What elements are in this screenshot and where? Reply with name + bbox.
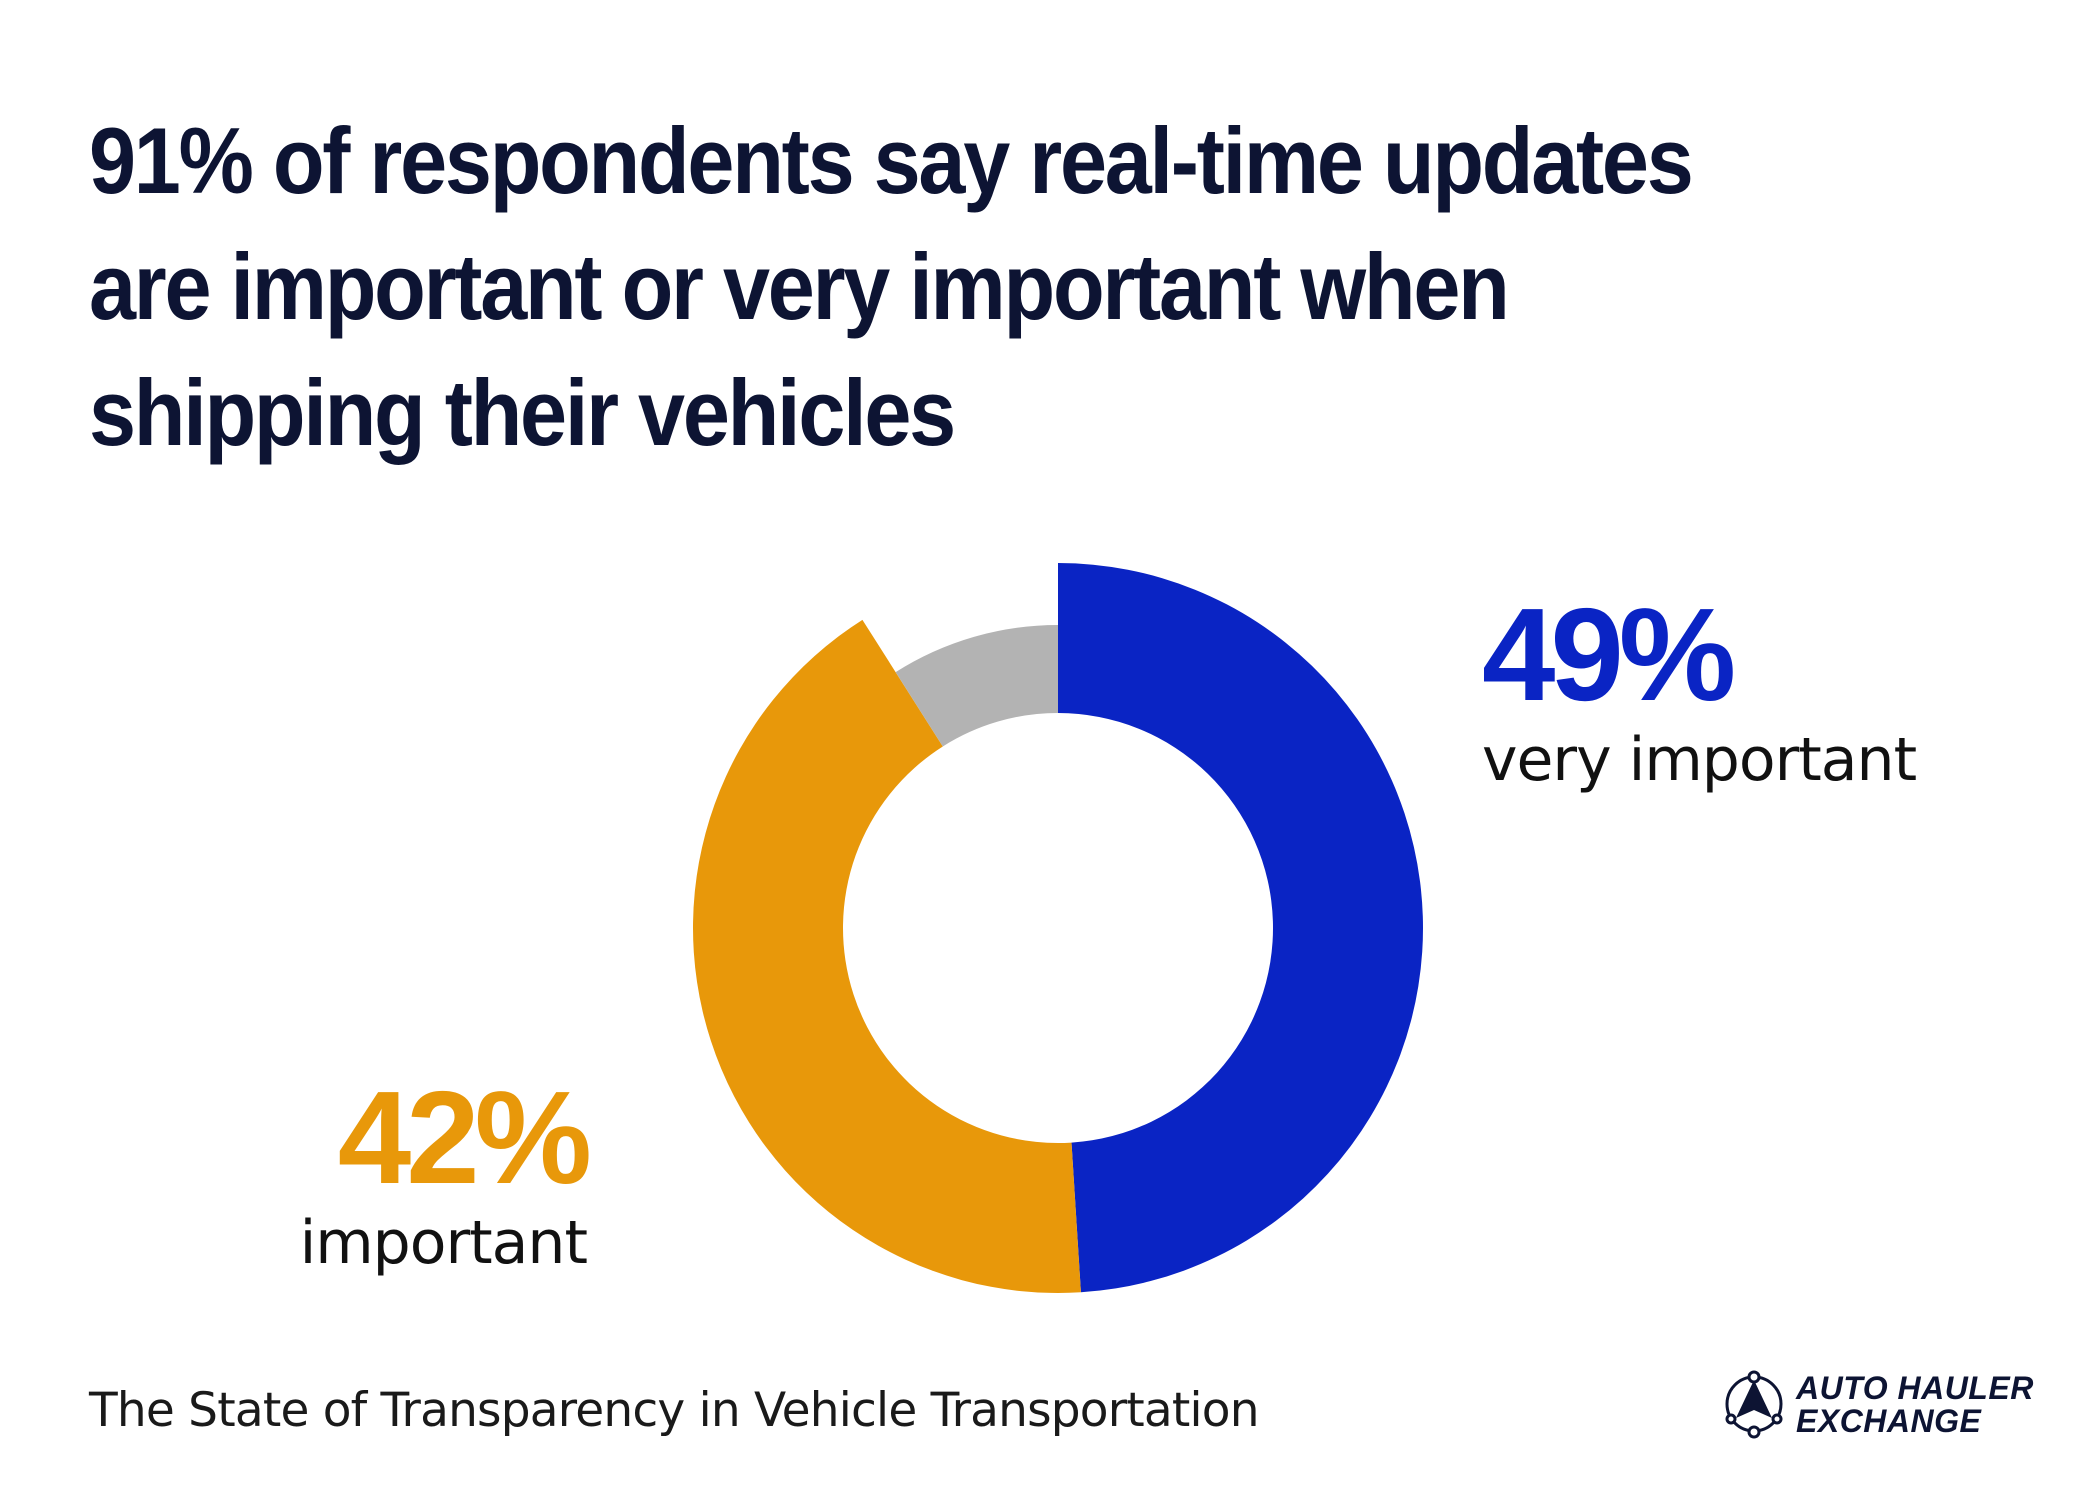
very-important-label: very important bbox=[1482, 725, 1917, 795]
source-caption: The State of Transparency in Vehicle Tra… bbox=[89, 1383, 1260, 1438]
other-slice bbox=[895, 625, 1058, 747]
important-percent: 42% bbox=[337, 1064, 592, 1211]
important-label: important bbox=[299, 1208, 588, 1278]
very-important-percent: 49% bbox=[1482, 581, 1736, 728]
callout-important: 42% important bbox=[299, 1064, 592, 1279]
brand-line-1: AUTO HAULER bbox=[1796, 1370, 2034, 1406]
brand-line-2: EXCHANGE bbox=[1796, 1403, 1982, 1439]
callout-very-important: 49% very important bbox=[1482, 581, 1917, 796]
brand-logo[interactable]: AUTO HAULER EXCHANGE bbox=[1722, 1370, 2034, 1440]
headline: 91% of respondents say real-time updates… bbox=[89, 108, 1694, 465]
auto-hauler-logo-icon bbox=[1725, 1370, 1783, 1439]
important-slice bbox=[692, 619, 1081, 1294]
very-important-slice bbox=[1058, 563, 1424, 1293]
